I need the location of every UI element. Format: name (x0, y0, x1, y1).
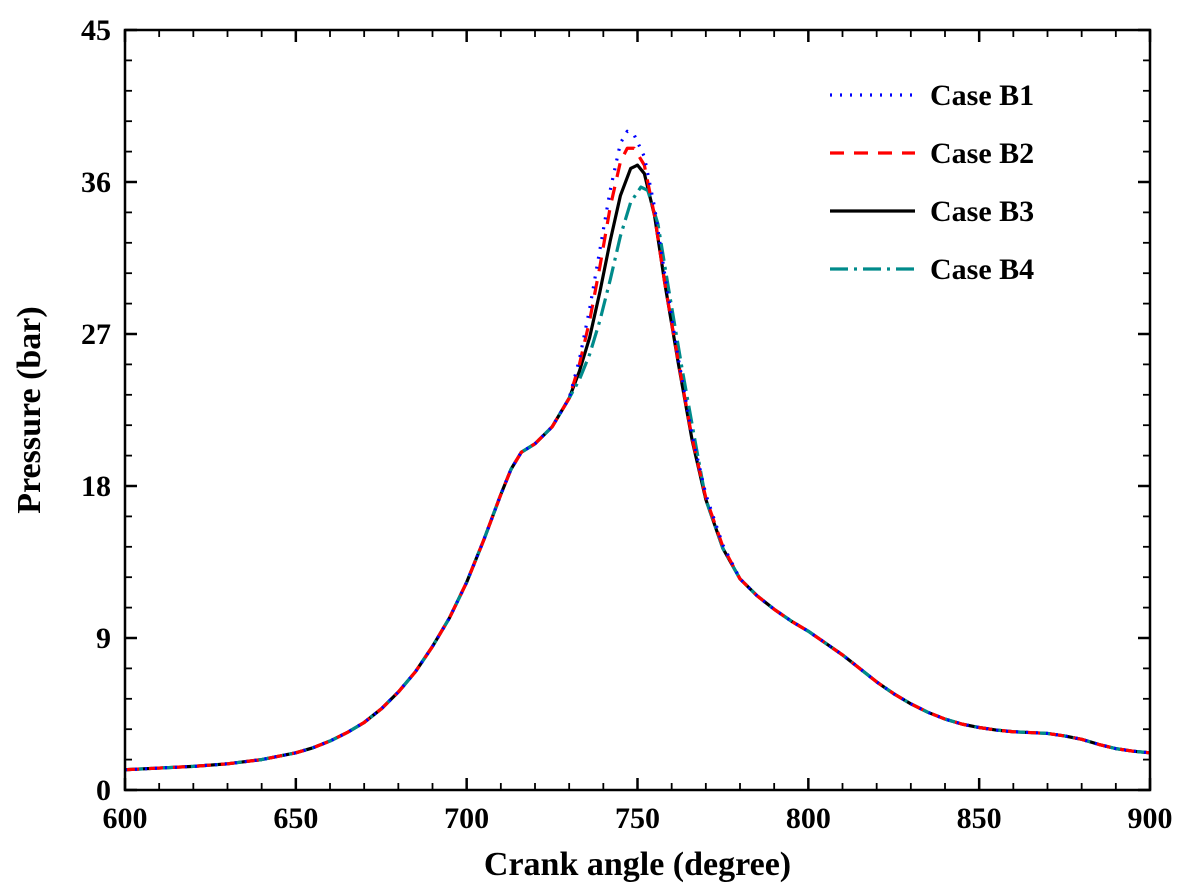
ytick-label: 9 (96, 622, 111, 655)
legend-label: Case B1 (930, 79, 1034, 112)
legend-label: Case B3 (930, 195, 1034, 228)
xtick-label: 850 (957, 802, 1002, 835)
xtick-label: 650 (273, 802, 318, 835)
chart-svg: 6006507007508008509000918273645Crank ang… (0, 0, 1181, 895)
xtick-label: 700 (444, 802, 489, 835)
y-axis-label: Pressure (bar) (11, 306, 48, 513)
ytick-label: 27 (81, 318, 111, 351)
ytick-label: 45 (81, 14, 111, 47)
xtick-label: 750 (615, 802, 660, 835)
pressure-chart: 6006507007508008509000918273645Crank ang… (0, 0, 1181, 895)
ytick-label: 36 (81, 166, 111, 199)
ytick-label: 0 (96, 774, 111, 807)
ytick-label: 18 (81, 470, 111, 503)
x-axis-label: Crank angle (degree) (484, 846, 791, 883)
xtick-label: 900 (1128, 802, 1173, 835)
xtick-label: 800 (786, 802, 831, 835)
legend-label: Case B2 (930, 137, 1034, 170)
legend-label: Case B4 (930, 253, 1034, 286)
